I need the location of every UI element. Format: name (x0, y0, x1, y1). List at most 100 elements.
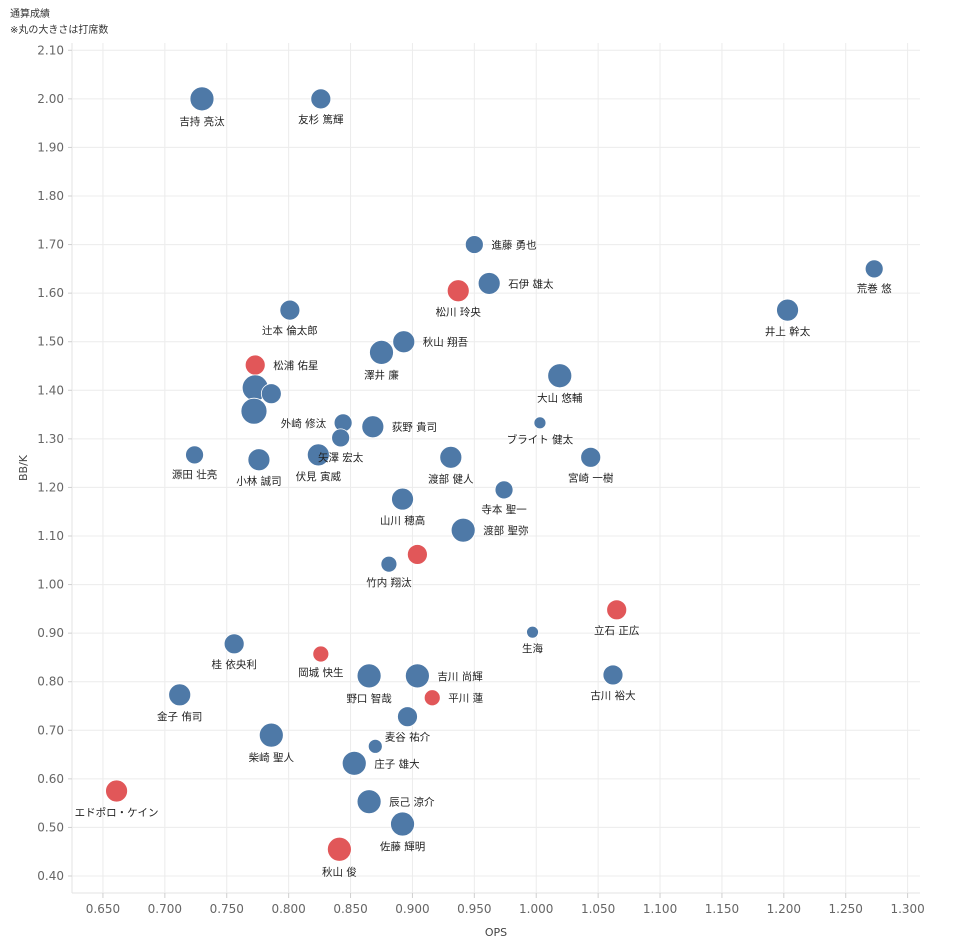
data-point[interactable] (356, 663, 382, 689)
data-point[interactable] (369, 339, 394, 365)
x-tick-label: 0.700 (148, 902, 182, 916)
x-tick-label: 0.800 (271, 902, 305, 916)
y-tick-label: 1.70 (37, 238, 64, 252)
x-tick-label: 1.100 (643, 902, 677, 916)
x-tick-label: 0.950 (457, 902, 491, 916)
y-tick-label: 0.50 (37, 820, 64, 834)
y-tick-label: 2.00 (37, 92, 64, 106)
x-tick-label: 0.750 (210, 902, 244, 916)
data-point[interactable] (260, 383, 282, 405)
y-tick-label: 1.20 (37, 480, 64, 494)
point-label: エドポロ・ケイン (75, 807, 159, 819)
y-tick-label: 1.40 (37, 383, 64, 397)
data-point[interactable] (864, 259, 884, 279)
data-point[interactable] (423, 689, 441, 707)
data-point[interactable] (547, 363, 573, 389)
point-label: 源田 壮亮 (172, 468, 217, 481)
point-label: 進藤 勇也 (491, 239, 536, 252)
data-point[interactable] (341, 750, 367, 776)
data-point[interactable] (390, 811, 415, 837)
point-label: 石伊 雄太 (508, 277, 554, 290)
chart-subtitle: ※丸の大きさは打席数 (10, 25, 109, 36)
data-point[interactable] (247, 448, 271, 472)
data-point[interactable] (312, 645, 330, 663)
point-label: 麦谷 祐介 (385, 731, 431, 744)
data-point[interactable] (185, 445, 204, 465)
data-point[interactable] (310, 88, 332, 110)
point-label: 小林 誠司 (236, 475, 281, 488)
point-label: 荻野 貴司 (392, 421, 437, 434)
point-label: 澤井 廉 (364, 368, 399, 381)
data-point[interactable] (326, 836, 352, 862)
data-point[interactable] (168, 683, 192, 707)
point-label: 渡部 聖弥 (483, 524, 529, 537)
data-point[interactable] (602, 664, 624, 686)
data-point[interactable] (331, 428, 351, 448)
data-point[interactable] (439, 445, 463, 469)
data-point[interactable] (406, 544, 428, 565)
y-tick-label: 1.80 (37, 189, 64, 203)
point-label: 井上 幹太 (765, 325, 811, 338)
data-point[interactable] (391, 487, 414, 511)
chart-title: 通算成績 (10, 9, 50, 20)
y-tick-label: 1.60 (37, 286, 64, 300)
point-label: 宮崎 一樹 (568, 471, 614, 484)
point-label: 荒巻 悠 (857, 282, 892, 295)
data-point[interactable] (105, 779, 128, 803)
x-tick-label: 1.150 (705, 902, 739, 916)
data-point[interactable] (367, 738, 383, 754)
data-point[interactable] (397, 706, 418, 728)
point-label: 伏見 寅威 (296, 470, 342, 483)
y-tick-label: 0.80 (37, 675, 64, 689)
data-point[interactable] (526, 625, 539, 639)
data-point[interactable] (404, 663, 430, 689)
y-tick-label: 1.50 (37, 335, 64, 349)
y-tick-label: 0.60 (37, 772, 64, 786)
point-label: 佐藤 輝明 (380, 840, 425, 853)
point-label: 立石 正広 (594, 624, 639, 637)
point-label: 金子 侑司 (157, 710, 202, 723)
x-axis-title: OPS (485, 926, 507, 939)
point-label: 生海 (522, 642, 543, 655)
point-label: 竹内 翔汰 (366, 576, 412, 589)
x-tick-label: 1.200 (767, 902, 801, 916)
data-point[interactable] (606, 599, 628, 621)
data-point[interactable] (244, 354, 266, 376)
y-tick-label: 1.00 (37, 578, 64, 592)
y-tick-label: 1.10 (37, 529, 64, 543)
point-label: 柴崎 聖人 (249, 751, 295, 764)
x-tick-label: 1.000 (519, 902, 553, 916)
data-point[interactable] (494, 480, 514, 500)
data-point[interactable] (189, 86, 215, 112)
data-point[interactable] (776, 298, 799, 322)
data-point[interactable] (477, 272, 501, 295)
data-point[interactable] (356, 789, 382, 815)
data-point[interactable] (361, 415, 385, 439)
point-label: 松川 玲央 (436, 306, 482, 319)
data-point[interactable] (279, 299, 301, 321)
data-point[interactable] (392, 330, 416, 354)
data-point[interactable] (450, 517, 476, 543)
x-tick-label: 0.650 (86, 902, 120, 916)
y-tick-label: 1.30 (37, 432, 64, 446)
data-point[interactable] (223, 633, 245, 655)
data-point[interactable] (306, 443, 330, 467)
data-point[interactable] (380, 555, 398, 573)
point-label: 辰己 涼介 (389, 796, 435, 809)
point-label: 秋山 翔吾 (423, 336, 469, 349)
point-label: 岡城 快生 (298, 666, 343, 679)
y-tick-label: 2.10 (37, 43, 64, 57)
x-tick-label: 1.300 (890, 902, 924, 916)
data-point[interactable] (258, 722, 284, 748)
data-point[interactable] (580, 446, 602, 468)
point-label: 庄子 雄大 (374, 757, 420, 770)
point-label: 平川 蓮 (448, 692, 483, 705)
data-point[interactable] (533, 416, 547, 430)
data-point[interactable] (446, 279, 470, 303)
data-point[interactable] (464, 235, 484, 254)
data-point[interactable] (240, 397, 268, 425)
point-label: 古川 裕大 (590, 689, 636, 702)
point-label: 辻本 倫太郎 (262, 324, 318, 337)
y-tick-label: 0.70 (37, 723, 64, 737)
